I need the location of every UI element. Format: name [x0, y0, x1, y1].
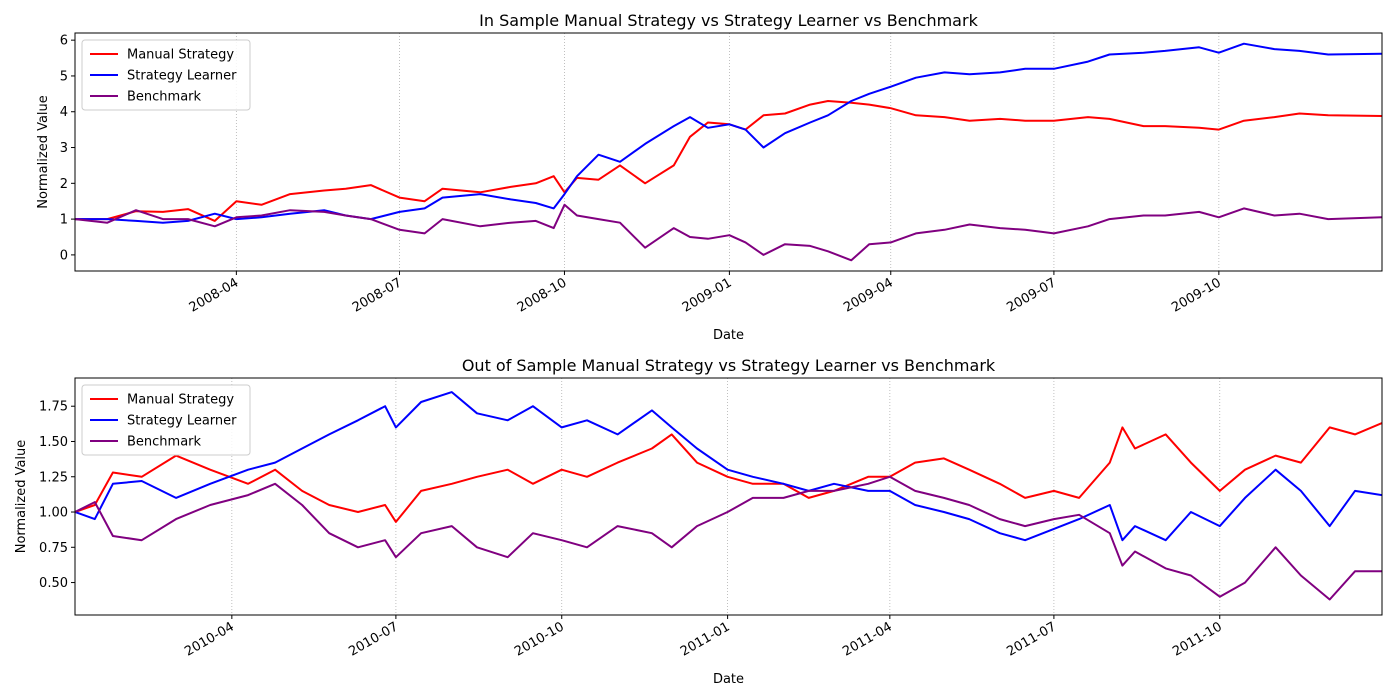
y-tick-label: 0.50 — [39, 576, 68, 591]
chart-title: Out of Sample Manual Strategy vs Strateg… — [462, 356, 996, 375]
legend-label: Manual Strategy — [127, 48, 234, 63]
legend-label: Strategy Learner — [127, 69, 237, 84]
series-line-strategy-learner — [75, 391, 1382, 542]
legend-label: Benchmark — [127, 90, 202, 105]
axes-frame — [74, 32, 1383, 272]
y-tick-label: 4 — [60, 105, 68, 120]
legend-label: Manual Strategy — [127, 393, 234, 408]
legend-label: Benchmark — [127, 435, 202, 450]
legend-box — [81, 384, 251, 456]
y-tick-label: 1.50 — [39, 435, 68, 450]
y-tick-label: 0 — [60, 248, 68, 263]
x-axis-label: Date — [713, 328, 744, 343]
x-axis-label: Date — [713, 672, 744, 687]
series-line-benchmark — [75, 475, 1382, 601]
y-tick-label: 1.25 — [39, 470, 68, 485]
legend-label: Strategy Learner — [127, 414, 237, 429]
y-tick-label: 5 — [60, 69, 68, 84]
y-tick-label: 3 — [60, 141, 68, 156]
legend: Manual Strategy Strategy Learner Benchmark — [81, 39, 251, 111]
series-line-manual-strategy — [75, 100, 1382, 222]
series-group — [75, 42, 1382, 262]
y-tick-label: 1.00 — [39, 506, 68, 521]
y-tick-label: 1.75 — [39, 400, 68, 415]
y-axis-label: Normalized Value — [36, 95, 51, 209]
y-axis-label: Normalized Value — [14, 440, 29, 554]
legend-box — [81, 39, 251, 111]
legend: Manual Strategy Strategy Learner Benchmark — [81, 384, 251, 456]
series-line-benchmark — [75, 203, 1382, 262]
series-group — [75, 391, 1382, 601]
chart-title: In Sample Manual Strategy vs Strategy Le… — [479, 11, 978, 30]
y-tick-label: 0.75 — [39, 541, 68, 556]
series-line-manual-strategy — [75, 422, 1382, 523]
y-tick-label: 1 — [60, 213, 68, 228]
y-tick-label: 6 — [60, 34, 68, 49]
axes-frame — [74, 377, 1383, 616]
y-tick-label: 2 — [60, 177, 68, 192]
